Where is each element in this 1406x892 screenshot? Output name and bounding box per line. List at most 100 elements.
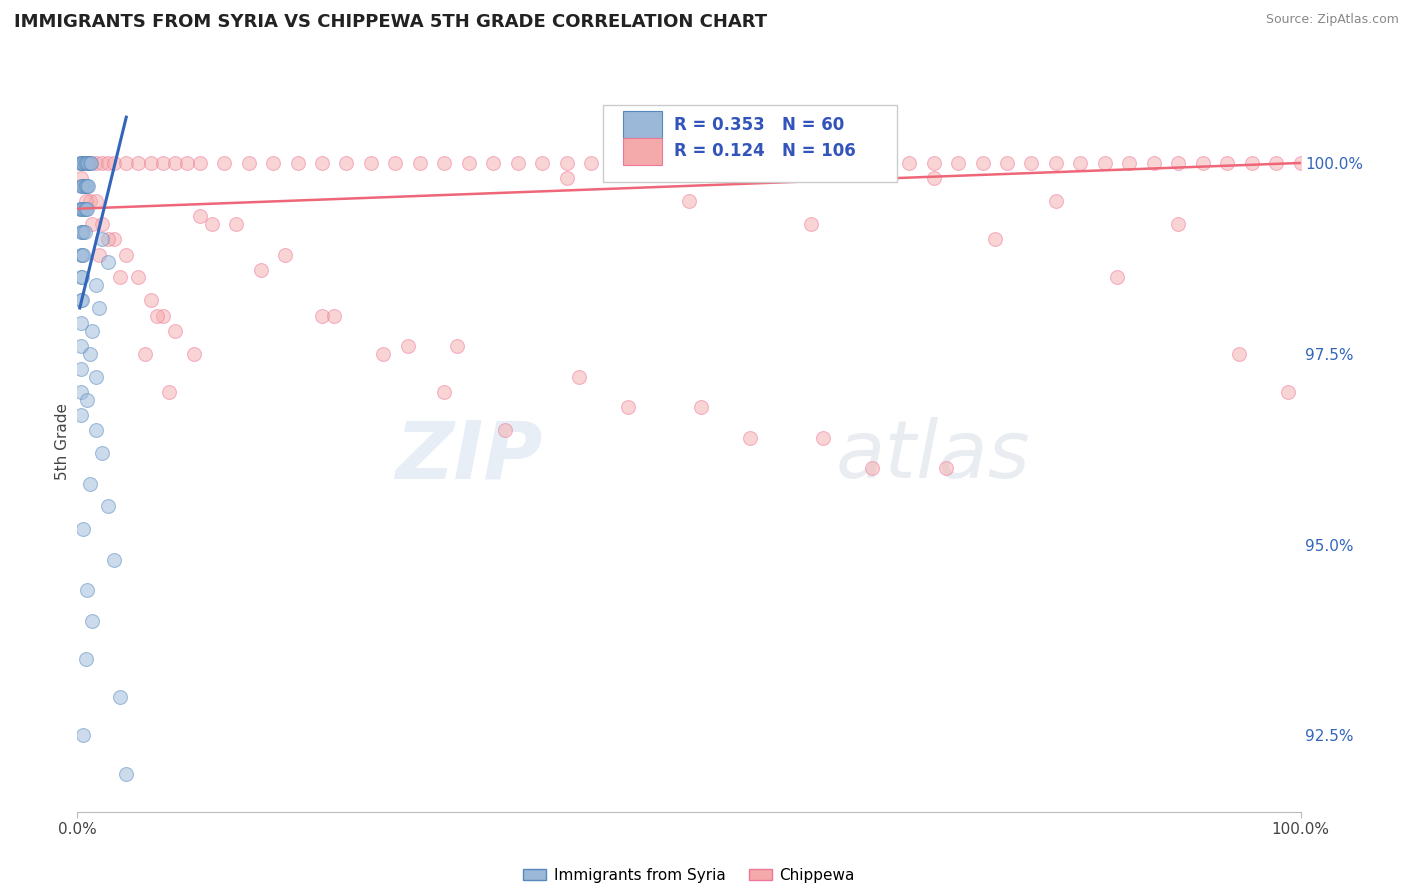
Point [800,156,823,170]
Point [1069,156,1091,170]
Point [80,324,103,338]
Point [70,293,93,308]
Point [128,270,150,285]
Point [176,156,198,170]
Point [139,156,162,170]
Point [70,202,93,216]
Point [79,347,101,361]
Point [128,156,150,170]
Point [76,178,98,193]
Y-axis label: 5th Grade: 5th Grade [55,403,70,480]
Point [506,156,529,170]
Point [75,652,97,666]
Text: IMMIGRANTS FROM SYRIA VS CHIPPEWA 5TH GRADE CORRELATION CHART: IMMIGRANTS FROM SYRIA VS CHIPPEWA 5TH GR… [14,13,768,31]
Point [76,156,98,170]
Point [1107,270,1129,285]
Point [89,301,111,315]
Point [922,156,945,170]
Point [89,247,111,261]
Point [115,156,138,170]
Text: R = 0.124   N = 106: R = 0.124 N = 106 [675,143,856,161]
Point [79,194,101,208]
Point [70,171,93,186]
Point [935,461,957,475]
Point [531,156,554,170]
Point [75,178,97,193]
Point [165,156,187,170]
Point [183,347,205,361]
Point [79,476,101,491]
Point [72,225,94,239]
Point [97,500,120,514]
Legend: Immigrants from Syria, Chippewa: Immigrants from Syria, Chippewa [517,862,860,889]
Point [1094,156,1116,170]
Point [165,324,187,338]
FancyBboxPatch shape [623,137,662,165]
Point [80,156,103,170]
Point [80,614,103,628]
Point [84,369,107,384]
Point [69,202,91,216]
Point [605,156,627,170]
Point [1216,156,1239,170]
Point [274,247,297,261]
Text: Source: ZipAtlas.com: Source: ZipAtlas.com [1265,13,1399,27]
Point [555,156,578,170]
Point [433,384,456,399]
Point [70,178,93,193]
Point [152,156,174,170]
Point [984,232,1007,246]
Point [751,156,773,170]
Point [69,156,91,170]
Point [79,156,101,170]
Text: atlas: atlas [835,417,1031,495]
Point [84,194,107,208]
Point [75,202,97,216]
Point [813,431,835,445]
Point [1045,194,1067,208]
Point [70,384,93,399]
Point [72,178,94,193]
Point [70,362,93,376]
Point [617,400,640,414]
Point [70,225,93,239]
Point [457,156,479,170]
Point [371,347,394,361]
Point [555,171,578,186]
Point [90,156,112,170]
Point [73,178,96,193]
Point [238,156,260,170]
Point [72,247,94,261]
Point [84,156,107,170]
Point [97,156,120,170]
Point [72,156,94,170]
Point [115,247,138,261]
Point [1143,156,1166,170]
Point [70,247,93,261]
Point [212,156,235,170]
Point [79,156,101,170]
Point [201,217,224,231]
Point [152,309,174,323]
Point [188,210,211,224]
Point [702,156,724,170]
Point [73,202,96,216]
Point [84,278,107,293]
Point [1021,156,1043,170]
Point [108,690,131,705]
Point [115,766,138,780]
Point [225,217,247,231]
Point [1240,156,1263,170]
Point [76,583,98,598]
Point [84,423,107,437]
Point [80,217,103,231]
Point [70,202,93,216]
Point [70,339,93,353]
Point [139,293,162,308]
Point [849,156,872,170]
Point [287,156,309,170]
Point [157,384,180,399]
Text: ZIP: ZIP [395,417,543,495]
Point [262,156,284,170]
Point [946,156,969,170]
